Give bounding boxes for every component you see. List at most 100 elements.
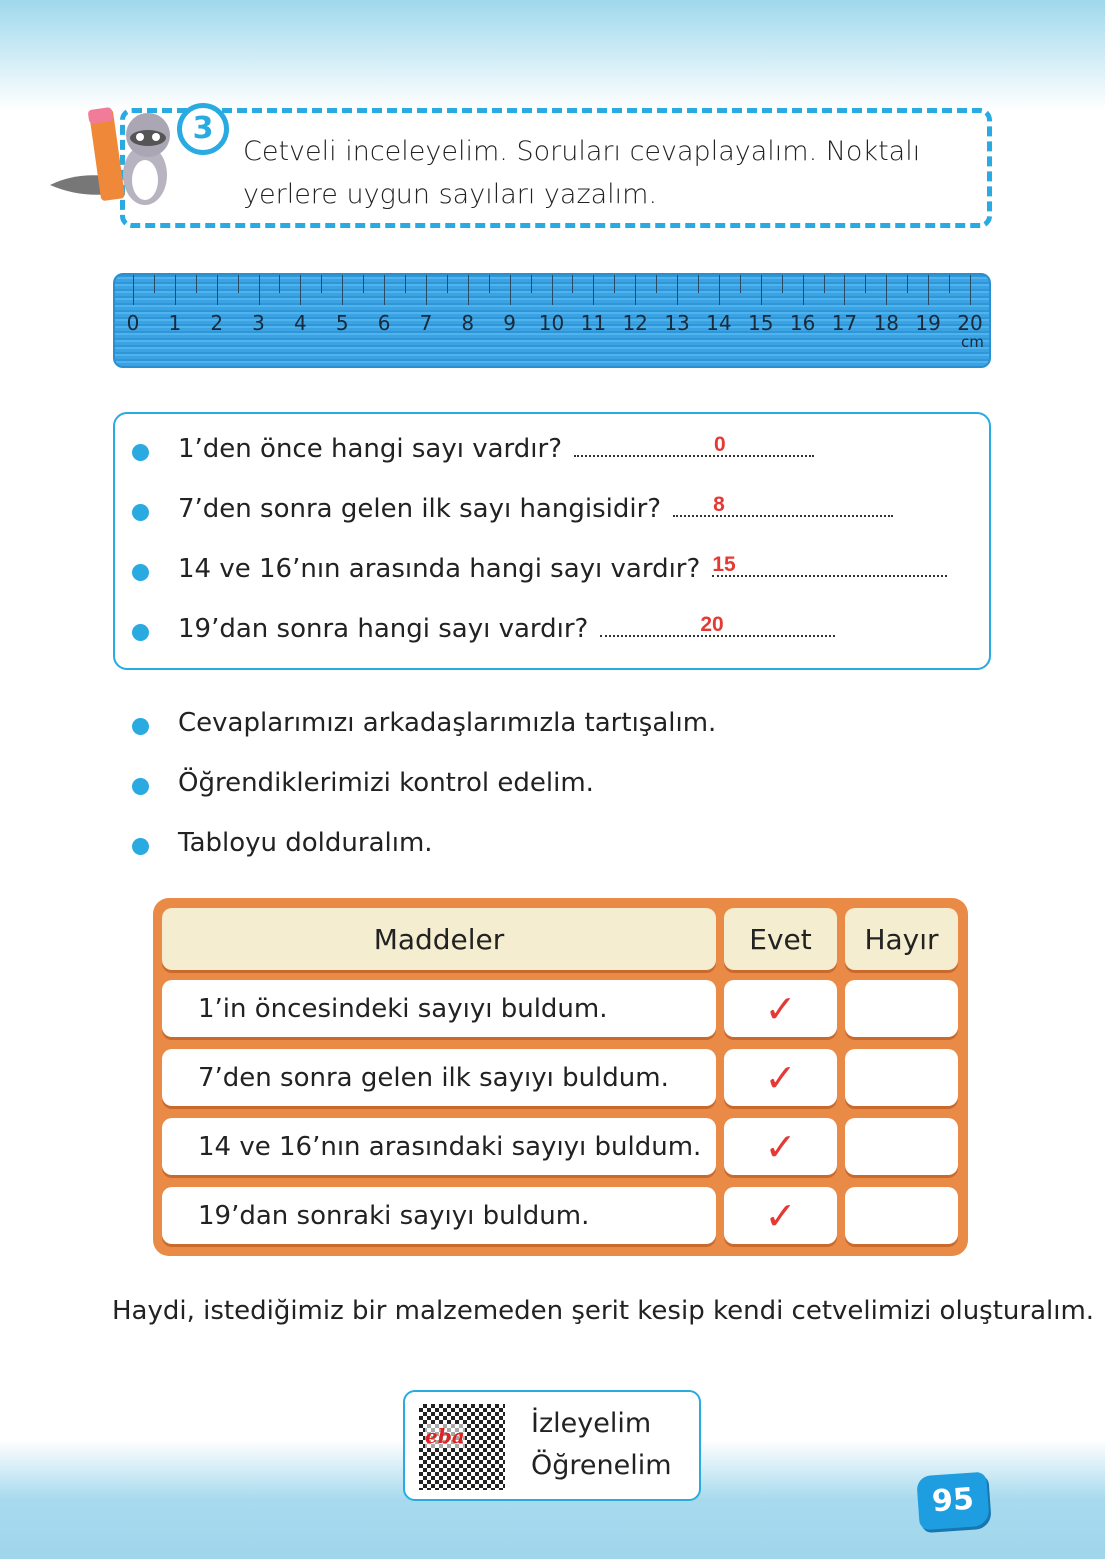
- ruler-label: 4: [294, 311, 307, 335]
- ruler-tick: [739, 275, 741, 293]
- ruler-tick: [488, 275, 490, 293]
- evet-cell[interactable]: ✓: [724, 1118, 837, 1175]
- ruler-tick: [844, 275, 846, 305]
- bullet-text: Cevaplarımızı arkadaşlarımızla tartışalı…: [178, 708, 717, 738]
- qr-label-izleyelim: İzleyelim: [531, 1408, 652, 1439]
- bullet-icon: [132, 564, 149, 581]
- ruler-label: 6: [377, 311, 391, 335]
- hayir-cell[interactable]: [845, 980, 958, 1037]
- ruler-tick: [279, 275, 281, 293]
- instruction-box: [120, 108, 992, 228]
- table-item: 14 ve 16’nın arasındaki sayıyı buldum.: [162, 1118, 716, 1175]
- ruler-tick: [677, 275, 679, 305]
- answer-value: 0: [714, 433, 726, 456]
- table-item: 19’dan sonraki sayıyı buldum.: [162, 1187, 716, 1244]
- ruler-tick: [865, 275, 867, 293]
- bullet-icon: [132, 778, 149, 795]
- qr-label-ogrenelim: Öğrenelim: [531, 1450, 672, 1481]
- qr-link-box[interactable]: eba İzleyelim Öğrenelim: [403, 1390, 701, 1501]
- ruler-tick: [342, 275, 344, 305]
- ruler-tick: [321, 275, 323, 293]
- ruler-label: 2: [210, 311, 224, 335]
- ruler-tick: [258, 275, 260, 305]
- ruler-tick: [425, 275, 427, 305]
- ruler-tick: [551, 275, 553, 305]
- ruler-tick: [928, 275, 930, 305]
- ruler-label: 7: [419, 311, 433, 335]
- ruler-label: 0: [126, 311, 140, 335]
- ruler-label: 18: [873, 311, 900, 335]
- ruler-label: 19: [915, 311, 941, 335]
- hayir-cell[interactable]: [845, 1118, 958, 1175]
- question-row: 19’dan sonra hangi sayı vardır? 20: [178, 613, 836, 644]
- ruler: cm 0 1 2 3 4 5 6 7 8 9 10 11 12 13 14 15 16 17 18 19 20: [113, 273, 991, 368]
- bullet-icon: [132, 838, 149, 855]
- hayir-cell[interactable]: [845, 1187, 958, 1244]
- ruler-tick: [886, 275, 888, 305]
- checkmark-icon: ✓: [764, 1124, 797, 1169]
- ruler-tick: [509, 275, 511, 305]
- bullet-text: Tabloyu dolduralım.: [178, 828, 433, 858]
- exercise-number-badge: 3: [177, 103, 229, 155]
- ruler-tick: [446, 275, 448, 293]
- ruler-label: 10: [538, 311, 565, 335]
- question-text: 7’den sonra gelen ilk sayı hangisidir?: [178, 494, 662, 524]
- bullet-icon: [132, 624, 149, 641]
- table-item: 1’in öncesindeki sayıyı buldum.: [162, 980, 716, 1037]
- question-row: 1’den önce hangi sayı vardır? 0: [178, 433, 814, 464]
- ruler-label: 15: [748, 311, 774, 335]
- ruler-label: 9: [503, 311, 517, 335]
- checkmark-icon: ✓: [764, 986, 797, 1031]
- ruler-tick: [405, 275, 407, 293]
- answer-value: 8: [713, 493, 725, 516]
- ruler-label: 3: [252, 311, 265, 335]
- eba-logo: eba: [425, 1424, 465, 1448]
- answer-field[interactable]: 15: [712, 553, 948, 577]
- ruler-tick: [593, 275, 595, 305]
- ruler-label: 1: [168, 311, 182, 335]
- ruler-tick: [384, 275, 386, 305]
- ruler-tick: [153, 275, 155, 293]
- top-band: [0, 0, 1105, 110]
- answer-field[interactable]: 8: [673, 493, 894, 517]
- ruler-tick: [467, 275, 469, 305]
- hayir-cell[interactable]: [845, 1049, 958, 1106]
- questions-box: [113, 412, 991, 670]
- ruler-tick: [802, 275, 804, 305]
- ruler-tick: [718, 275, 720, 305]
- ruler-tick: [907, 275, 909, 293]
- ruler-tick: [781, 275, 783, 293]
- ruler-tick: [656, 275, 658, 293]
- bullet-text: Öğrendiklerimizi kontrol edelim.: [178, 768, 594, 798]
- ruler-tick: [133, 275, 134, 305]
- ruler-tick: [530, 275, 532, 293]
- ruler-tick: [174, 275, 176, 305]
- ruler-tick: [949, 275, 951, 293]
- question-text: 19’dan sonra hangi sayı vardır?: [178, 614, 589, 644]
- ruler-tick: [300, 275, 302, 305]
- bullet-icon: [132, 718, 149, 735]
- answer-field[interactable]: 20: [600, 613, 836, 637]
- ruler-tick: [195, 275, 197, 293]
- ruler-tick: [697, 275, 699, 293]
- table-item: 7’den sonra gelen ilk sayıyı buldum.: [162, 1049, 716, 1106]
- answer-value: 20: [700, 613, 724, 636]
- ruler-label: 5: [335, 311, 349, 335]
- question-row: 14 ve 16’nın arasında hangi sayı vardır?…: [178, 553, 948, 584]
- bullet-icon: [132, 444, 149, 461]
- evet-cell[interactable]: ✓: [724, 1187, 837, 1244]
- ruler-tick: [823, 275, 825, 293]
- header-evet: Evet: [724, 908, 837, 970]
- ruler-label: 14: [706, 311, 732, 335]
- ruler-tick: [237, 275, 239, 293]
- answer-field[interactable]: 0: [574, 433, 814, 457]
- evet-cell[interactable]: ✓: [724, 1049, 837, 1106]
- header-maddeler: Maddeler: [162, 908, 716, 970]
- bullet-icon: [132, 504, 149, 521]
- ruler-tick: [760, 275, 762, 305]
- ruler-tick: [635, 275, 637, 305]
- question-text: 1’den önce hangi sayı vardır?: [178, 434, 562, 464]
- ruler-tick: [572, 275, 574, 293]
- evet-cell[interactable]: ✓: [724, 980, 837, 1037]
- question-row: 7’den sonra gelen ilk sayı hangisidir? 8: [178, 493, 894, 524]
